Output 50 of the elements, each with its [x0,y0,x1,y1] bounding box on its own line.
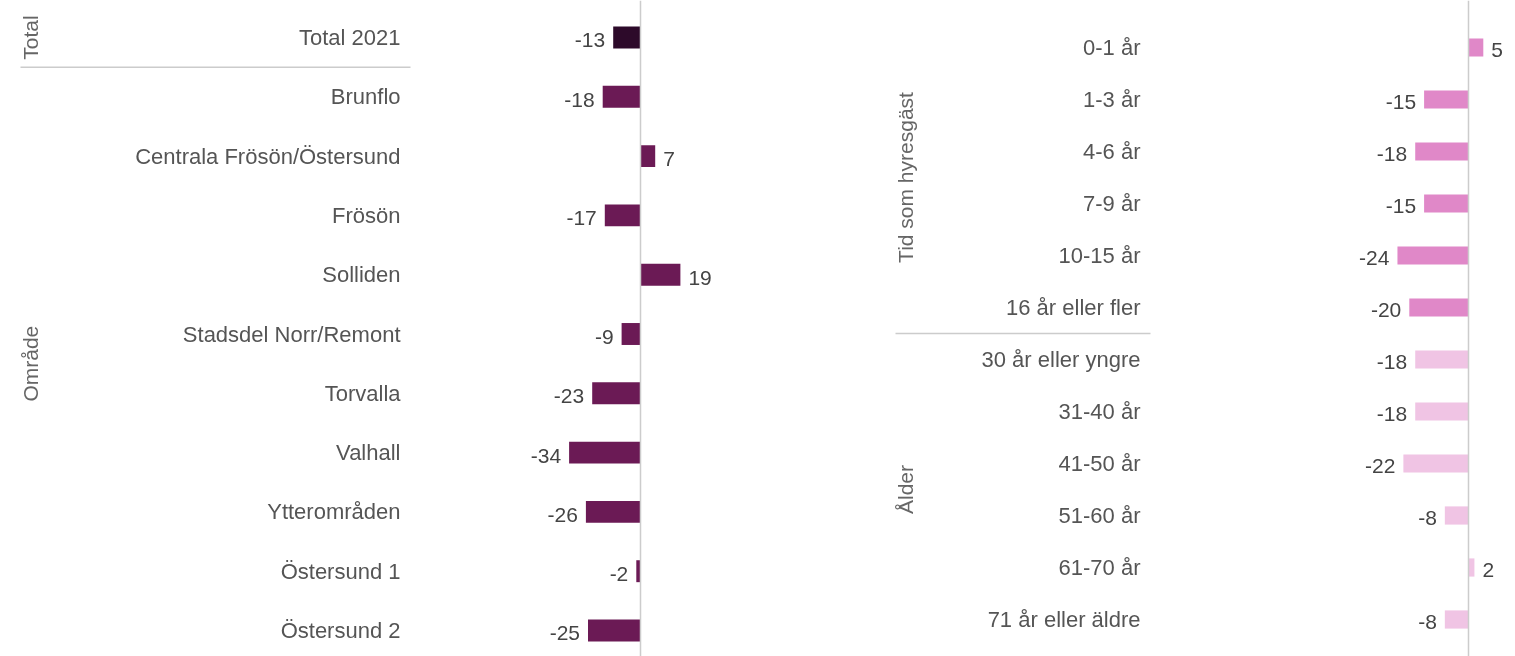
data-label: -8 [1418,506,1437,530]
y-tick-label: Solliden [322,262,401,288]
text: Område [19,325,42,402]
y-tick-label: Ytterområden [267,499,401,525]
y-tick-label: Brunflo [330,84,401,110]
y-tick-label: 71 år eller äldre [987,607,1141,632]
data-label: -18 [564,87,595,111]
y-tick-label: 51-60 år [1058,503,1141,528]
y-tick-label: 41-50 år [1058,451,1141,476]
data-label: -8 [1418,610,1437,634]
y-tick-label: Centrala Frösön/Östersund [135,143,401,169]
data-label: 2 [1482,558,1495,582]
data-label: -18 [1376,350,1408,374]
data-label: -18 [1376,142,1408,166]
y-tick-label: Östersund 1 [280,558,401,584]
data-label: -2 [609,562,629,586]
text: Total [19,15,42,60]
data-label: -15 [1385,90,1417,114]
y-tick-label: 10-15 år [1058,243,1141,268]
y-tick-label: 4-6 år [1083,139,1141,164]
y-tick-label: Valhall [336,440,401,466]
text: Ålder [894,464,917,515]
data-label: -15 [1385,194,1417,218]
data-label: -18 [1376,402,1408,426]
data-label: -20 [1370,298,1402,322]
data-label: -24 [1359,246,1390,270]
data-label: 7 [663,147,675,171]
data-label: -26 [547,502,578,526]
text: Tid som hyresgäst [894,91,917,263]
data-label: -34 [530,443,562,467]
y-tick-label: Frösön [332,202,401,228]
y-tick-label: 0-1 år [1083,35,1141,60]
y-tick-label: 7-9 år [1083,191,1141,216]
data-label: -13 [574,28,606,52]
y-tick-label: 1-3 år [1083,87,1141,112]
y-tick-label: Stadsdel Norr/Remont [182,321,401,347]
y-tick-label: Torvalla [324,380,402,406]
data-label: -25 [549,621,581,645]
y-tick-label: Total 2021 [298,25,401,50]
y-tick-label: 61-70 år [1058,555,1141,580]
data-label: -22 [1365,454,1396,478]
y-tick-label: 30 år eller yngre [981,347,1141,372]
y-tick-label: 16 år eller fler [1006,295,1141,320]
y-tick-label: 31-40 år [1058,399,1141,424]
y-tick-label: Östersund 2 [280,618,401,643]
data-label: -23 [553,384,585,408]
data-label: 19 [688,265,712,289]
data-label: -17 [566,206,597,230]
data-label: 5 [1491,38,1503,62]
data-label: -9 [594,324,614,348]
